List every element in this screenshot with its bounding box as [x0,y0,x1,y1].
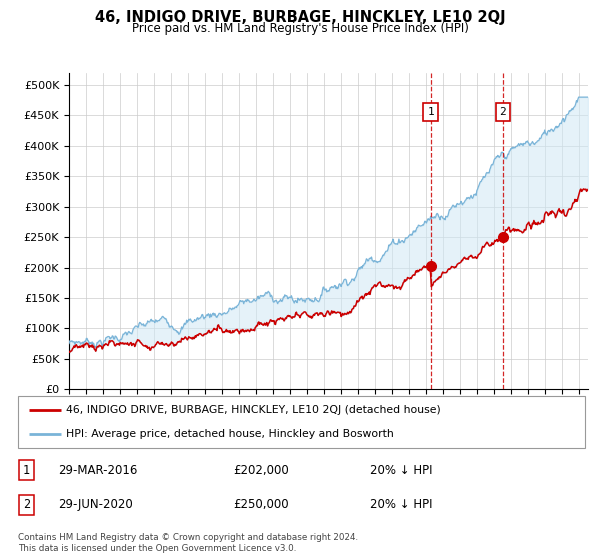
FancyBboxPatch shape [18,396,585,448]
Text: 1: 1 [23,464,30,477]
Text: 2: 2 [500,108,506,118]
Text: 20% ↓ HPI: 20% ↓ HPI [370,498,432,511]
Text: 29-JUN-2020: 29-JUN-2020 [58,498,133,511]
Text: £250,000: £250,000 [233,498,289,511]
Text: 20% ↓ HPI: 20% ↓ HPI [370,464,432,477]
Text: 1: 1 [427,108,434,118]
Text: 2: 2 [23,498,30,511]
Text: 29-MAR-2016: 29-MAR-2016 [58,464,137,477]
Text: HPI: Average price, detached house, Hinckley and Bosworth: HPI: Average price, detached house, Hinc… [66,429,394,439]
Text: 46, INDIGO DRIVE, BURBAGE, HINCKLEY, LE10 2QJ: 46, INDIGO DRIVE, BURBAGE, HINCKLEY, LE1… [95,10,505,25]
Text: £202,000: £202,000 [233,464,289,477]
Text: Price paid vs. HM Land Registry's House Price Index (HPI): Price paid vs. HM Land Registry's House … [131,22,469,35]
Text: Contains HM Land Registry data © Crown copyright and database right 2024.
This d: Contains HM Land Registry data © Crown c… [18,533,358,553]
Text: 46, INDIGO DRIVE, BURBAGE, HINCKLEY, LE10 2QJ (detached house): 46, INDIGO DRIVE, BURBAGE, HINCKLEY, LE1… [66,405,441,416]
